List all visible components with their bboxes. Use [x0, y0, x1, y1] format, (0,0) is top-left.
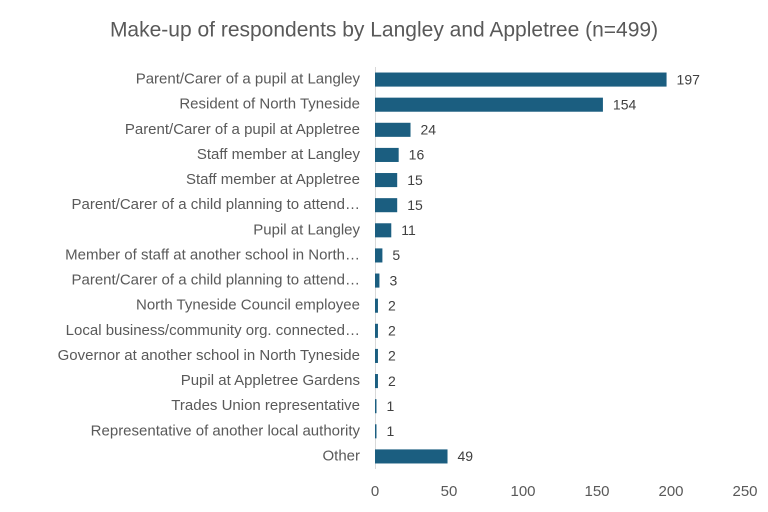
bar [375, 374, 378, 389]
chart-title: Make-up of respondents by Langley and Ap… [110, 19, 658, 42]
value-label: 15 [407, 197, 423, 213]
bar [375, 273, 380, 288]
category-label: Other [322, 447, 360, 464]
value-label: 1 [386, 423, 394, 439]
value-label: 2 [388, 373, 396, 389]
category-label: Resident of North Tyneside [179, 96, 360, 113]
category-label: North Tyneside Council employee [136, 297, 360, 314]
bar [375, 223, 392, 238]
value-label: 24 [421, 122, 437, 138]
category-label: Pupil at Appletree Gardens [181, 372, 360, 389]
bar [375, 97, 603, 112]
value-label: 5 [392, 247, 400, 263]
bar [375, 399, 377, 414]
category-label: Pupil at Langley [253, 221, 360, 238]
value-label: 11 [401, 222, 416, 238]
value-label: 2 [388, 323, 396, 339]
category-label: Staff member at Langley [197, 146, 361, 163]
x-tick-label: 50 [441, 483, 458, 500]
category-label: Member of staff at another school in Nor… [65, 246, 360, 263]
value-label: 154 [613, 96, 637, 112]
value-label: 16 [409, 147, 425, 163]
category-label: Governor at another school in North Tyne… [58, 347, 360, 364]
bar [375, 323, 378, 338]
value-label: 49 [458, 448, 474, 464]
value-label: 3 [389, 272, 397, 288]
value-label: 2 [388, 297, 396, 313]
bar [375, 198, 398, 213]
bar [375, 424, 377, 439]
category-label: Parent/Carer of a child planning to atte… [71, 196, 360, 213]
category-label: Local business/community org. connected… [66, 322, 360, 339]
bar [375, 248, 383, 263]
bar [375, 173, 398, 188]
bar [375, 122, 411, 137]
value-label: 15 [407, 172, 423, 188]
bar [375, 298, 378, 313]
category-label: Representative of another local authorit… [91, 422, 361, 439]
bar [375, 348, 378, 363]
category-label: Parent/Carer of a child planning to atte… [71, 272, 360, 289]
bar [375, 72, 667, 87]
category-label: Parent/Carer of a pupil at Appletree [125, 121, 360, 138]
bar [375, 449, 448, 464]
x-tick-label: 0 [371, 483, 379, 500]
category-label: Staff member at Appletree [186, 171, 360, 188]
x-tick-label: 150 [584, 483, 609, 500]
bar [375, 147, 399, 162]
value-label: 1 [386, 398, 394, 414]
x-tick-label: 200 [658, 483, 683, 500]
x-tick-label: 250 [732, 483, 757, 500]
value-label: 2 [388, 348, 396, 364]
x-tick-label: 100 [510, 483, 535, 500]
category-label: Parent/Carer of a pupil at Langley [136, 71, 361, 88]
category-label: Trades Union representative [171, 397, 360, 414]
value-label: 197 [677, 71, 701, 87]
